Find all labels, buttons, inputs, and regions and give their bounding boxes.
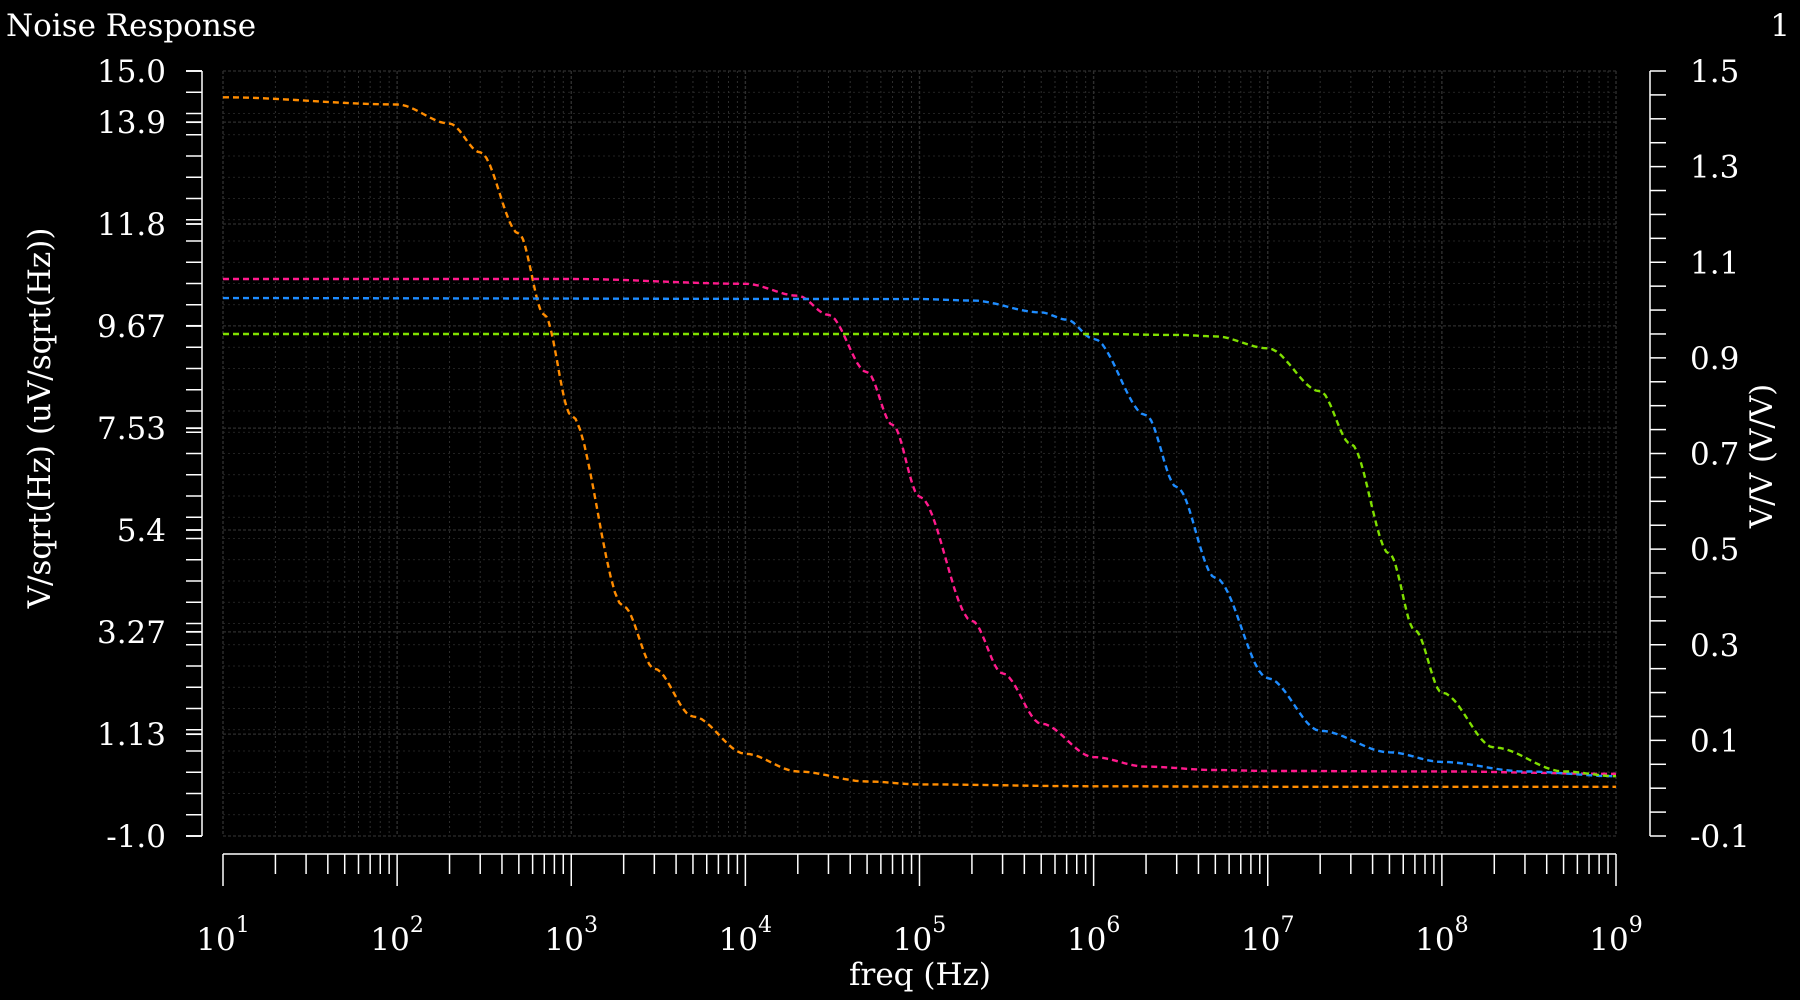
left-tick-label: -1.0: [106, 819, 166, 855]
x-tick-label: 101: [196, 913, 249, 958]
right-tick-label: -0.1: [1690, 819, 1750, 855]
right-tick-label: 0.7: [1690, 437, 1739, 473]
series-line-2: [223, 277, 1616, 775]
right-tick-label: 1.5: [1690, 54, 1739, 90]
x-tick-label: 102: [370, 913, 423, 958]
series-line-1: [222, 96, 1616, 788]
x-tick-label: 108: [1415, 913, 1468, 958]
left-tick-label: 9.67: [97, 309, 166, 345]
left-tick-label: 1.13: [97, 717, 166, 753]
left-tick-label: 15.0: [97, 54, 166, 90]
left-tick-label: 13.9: [97, 105, 166, 141]
left-y-axis-label: V/sqrt(Hz) (uV/sqrt(Hz)): [22, 228, 58, 610]
x-axis-label: freq (Hz): [849, 957, 991, 993]
series-line-4: [223, 332, 1617, 778]
right-tick-label: 0.9: [1690, 341, 1739, 377]
left-tick-label: 5.4: [117, 513, 166, 549]
right-tick-label: 1.1: [1690, 245, 1739, 281]
right-y-axis-label: V/V (V/V): [1744, 384, 1780, 529]
x-tick-label: 105: [893, 913, 946, 958]
plot-index-label: 1: [1770, 8, 1790, 44]
page-title: Noise Response: [6, 8, 256, 44]
x-tick-label: 104: [719, 913, 772, 958]
x-axis: 101 102 103 104 105 106 107 108 109: [196, 853, 1643, 958]
left-tick-label: 3.27: [97, 615, 166, 651]
left-tick-label: 11.8: [97, 207, 166, 243]
x-tick-label: 107: [1241, 913, 1294, 958]
series-line-3: [223, 296, 1617, 778]
x-tick-label: 109: [1589, 913, 1642, 958]
right-y-axis: 1.5 1.3 1.1 0.9 0.7 0.5 0.3 0.1 -0.1: [1649, 54, 1750, 855]
right-tick-label: 1.3: [1690, 150, 1739, 186]
series-lines: [222, 96, 1617, 788]
left-y-axis: 15.0 13.9 11.8 9.67 7.53 5.4 3.27 1.13 -1.0: [97, 54, 203, 855]
left-tick-label: 7.53: [97, 411, 166, 447]
grid-lines: [222, 70, 1617, 837]
right-tick-label: 0.5: [1690, 532, 1739, 568]
right-tick-label: 0.1: [1690, 723, 1739, 759]
x-tick-label: 106: [1067, 913, 1120, 958]
x-tick-label: 103: [545, 913, 598, 958]
right-tick-label: 0.3: [1690, 628, 1739, 664]
